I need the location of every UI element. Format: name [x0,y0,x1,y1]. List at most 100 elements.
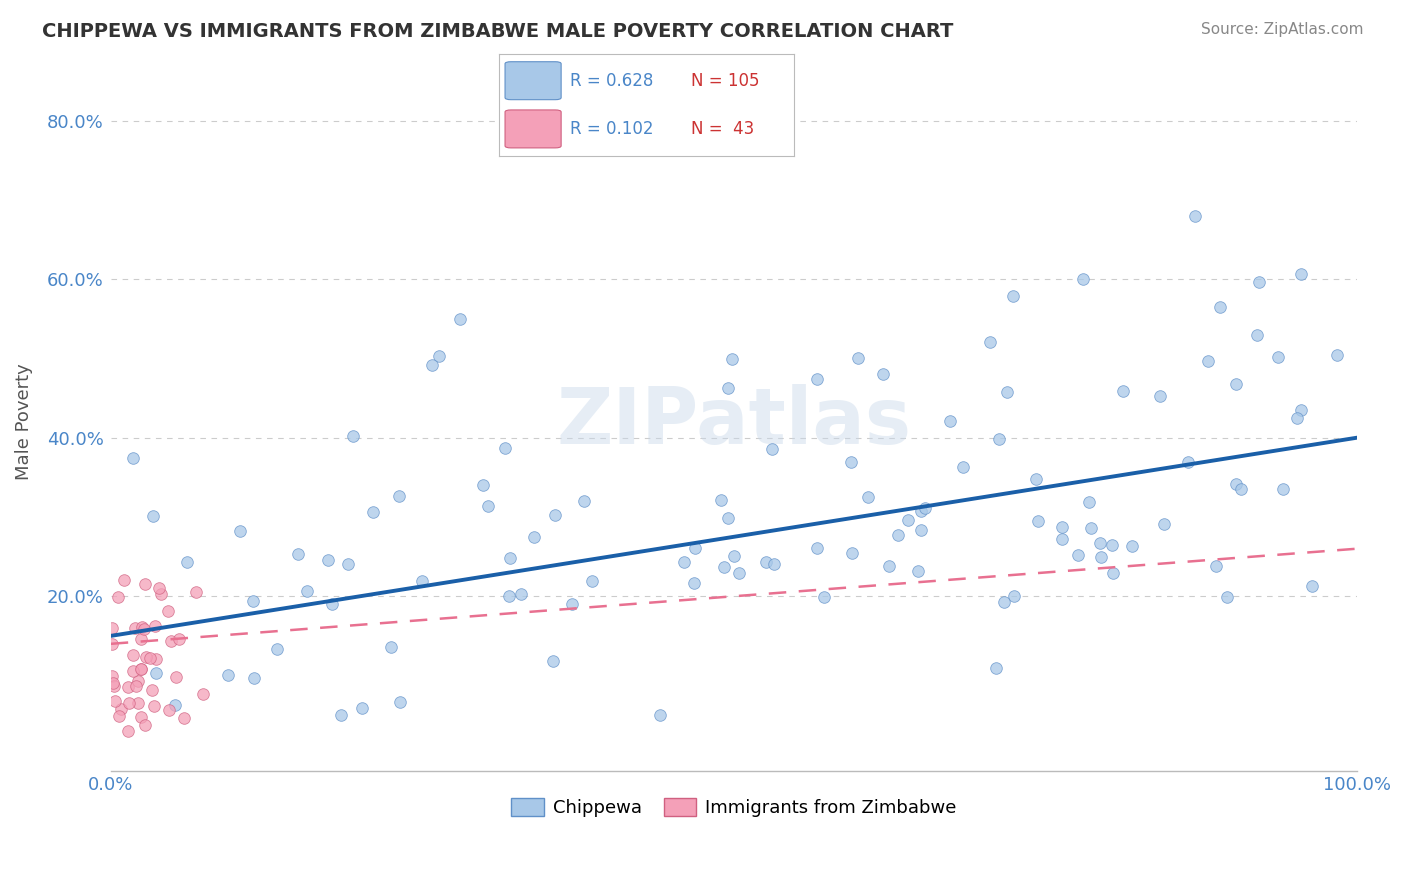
Point [907,564,929,578]
Point [471,478,494,492]
Point [1205,559,1227,574]
Point [1078,494,1101,508]
Point [134,577,156,591]
Point [1197,353,1219,368]
Point [242,593,264,607]
Point [1291,267,1313,281]
Point [218,667,240,681]
Point [1050,532,1073,546]
Point [266,642,288,657]
Point [683,541,706,555]
Point [498,551,520,566]
Point [352,700,374,714]
Point [1246,327,1268,342]
Point [329,708,352,723]
Point [132,622,155,636]
Point [129,662,152,676]
Point [1216,590,1239,604]
Point [914,501,936,516]
Point [122,450,145,465]
Point [135,649,157,664]
Point [1025,472,1047,486]
Point [129,710,152,724]
Point [561,598,583,612]
Point [1225,377,1247,392]
Point [287,547,309,561]
Point [117,680,139,694]
Point [117,723,139,738]
Point [1080,521,1102,535]
Point [142,508,165,523]
Point [101,621,124,635]
Point [1149,389,1171,403]
Point [184,585,207,599]
Point [755,556,778,570]
Point [523,530,546,544]
Point [683,575,706,590]
Point [1121,539,1143,553]
Point [1153,516,1175,531]
Point [498,589,520,603]
Point [1001,289,1024,303]
Point [717,511,740,525]
Point [1225,477,1247,491]
Point [572,493,595,508]
Point [995,385,1018,400]
Point [321,598,343,612]
Point [1002,589,1025,603]
Point [813,590,835,604]
Point [145,652,167,666]
Point [897,513,920,527]
Point [122,648,145,662]
Point [420,358,443,372]
Point [380,640,402,655]
Point [988,432,1011,446]
Point [1101,566,1123,580]
Point [806,372,828,386]
Point [243,672,266,686]
Point [1101,538,1123,552]
Point [134,718,156,732]
Point [1326,348,1348,362]
Y-axis label: Male Poverty: Male Poverty [15,363,32,480]
Point [713,560,735,574]
Point [710,492,733,507]
Point [411,574,433,588]
Point [848,351,870,366]
Point [1050,520,1073,534]
Point [165,670,187,684]
Point [107,590,129,604]
Point [856,490,879,504]
Point [449,311,471,326]
Point [149,586,172,600]
Point [1267,350,1289,364]
Point [159,703,181,717]
Point [361,505,384,519]
Point [127,696,149,710]
Point [176,555,198,569]
Point [1289,403,1312,417]
Point [1026,514,1049,528]
Point [1272,483,1295,497]
Text: R = 0.628: R = 0.628 [569,71,654,90]
Point [721,351,744,366]
Point [1247,276,1270,290]
Point [173,711,195,725]
Point [316,553,339,567]
Text: N = 105: N = 105 [692,71,759,90]
Point [124,621,146,635]
Point [477,500,499,514]
Point [544,508,567,523]
Point [110,702,132,716]
Point [101,636,124,650]
Point [388,695,411,709]
Point [191,687,214,701]
Point [1111,384,1133,399]
Point [160,634,183,648]
Point [1301,579,1323,593]
Point [108,709,131,723]
Point [1071,272,1094,286]
Point [494,441,516,455]
Point [1067,548,1090,562]
Point [114,574,136,588]
